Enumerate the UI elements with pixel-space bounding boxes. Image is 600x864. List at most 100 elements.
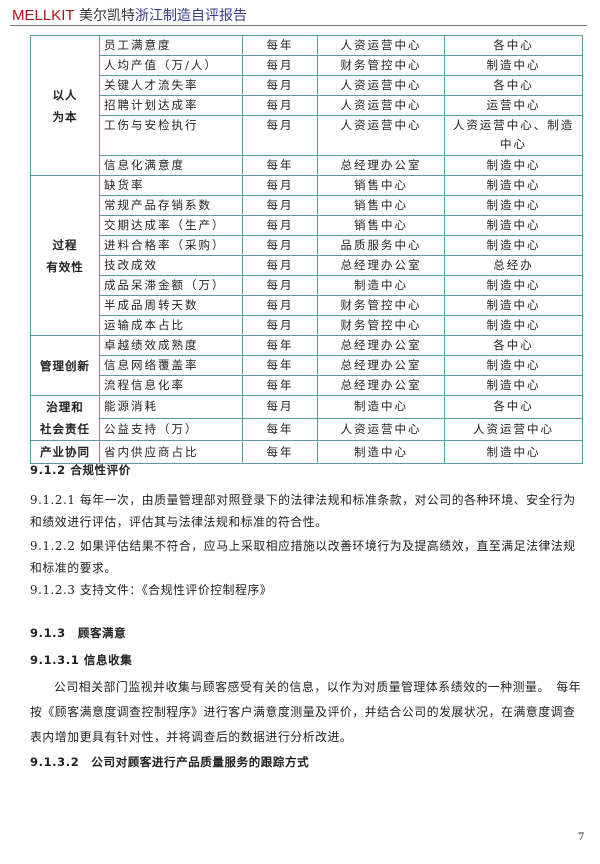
paragraph-9-1-3-1: 公司相关部门监视并收集与顾客感受有关的信息，以作为对质量管理体系绩效的一种测量。… [30, 680, 582, 744]
owner-cell: 总经理办公室 [317, 155, 445, 176]
indicator-cell: 公益支持（万） [99, 417, 243, 441]
responsible-cell: 总经办 [444, 255, 583, 276]
owner-cell: 制造中心 [317, 440, 445, 464]
table-row: 半成品周转天数 每月 财务管控中心 制造中心 [31, 295, 583, 316]
owner-cell: 财务管控中心 [317, 55, 445, 76]
table-row: 招聘计划达成率 每月 人资运营中心 运营中心 [31, 95, 583, 116]
table-row: 成品呆滞金额（万） 每月 制造中心 制造中心 [31, 275, 583, 296]
table-row: 过程 有效性 缺货率 每月 销售中心 制造中心 [30, 175, 583, 336]
table-row: 人均产值（万/人） 每月 财务管控中心 制造中心 [31, 55, 583, 76]
frequency-cell: 每年 [242, 375, 318, 396]
indicator-cell: 缺货率 [99, 175, 243, 196]
responsible-cell: 制造中心 [444, 235, 583, 256]
indicator-cell: 信息化满意度 [99, 155, 243, 176]
indicator-cell: 员工满意度 [99, 35, 243, 56]
table-row: 工伤与安检执行 每月 人资运营中心 人资运营中心、制造中心 [31, 115, 583, 156]
responsible-cell: 制造中心 [444, 440, 583, 464]
owner-cell: 财务管控中心 [317, 295, 445, 316]
header-title-report: 浙江制造自评报告 [134, 8, 247, 24]
paragraph-9-1-2-2: 9.1.2.2 如果评估结果不符合，应马上采取相应措施以改善环境行为及提高绩效，… [30, 539, 576, 575]
category-cell: 过程 有效性 [30, 175, 100, 336]
responsible-cell: 制造中心 [444, 295, 583, 316]
responsible-cell: 人资运营中心、制造中心 [444, 115, 583, 156]
table-row: 常规产品存销系数 每月 销售中心 制造中心 [31, 195, 583, 216]
category-label: 社会责任 [40, 422, 90, 436]
kpi-table: 以人 为本 员工满意度 每年 人资运营中心 各中心 人均产值（万/人） 每月 财务管控中心 制造中… [30, 35, 583, 464]
owner-cell: 销售中心 [317, 195, 445, 216]
owner-cell: 财务管控中心 [317, 315, 445, 336]
owner-cell: 总经理办公室 [317, 335, 445, 356]
table-row: 公益支持（万） 每年 人资运营中心 人资运营中心 [31, 417, 583, 441]
responsible-cell: 制造中心 [444, 275, 583, 296]
category-label: 以人 [52, 87, 78, 102]
frequency-cell: 每月 [242, 315, 318, 336]
indicator-cell: 招聘计划达成率 [99, 95, 243, 116]
frequency-cell: 每月 [242, 235, 318, 256]
frequency-cell: 每月 [242, 275, 318, 296]
category-label: 有效性 [46, 259, 84, 274]
responsible-cell: 制造中心 [444, 315, 583, 336]
frequency-cell: 每月 [242, 295, 318, 316]
header-divider [10, 25, 587, 26]
category-label: 产业协同 [40, 445, 90, 459]
frequency-cell: 每月 [242, 55, 318, 76]
owner-cell: 人资运营中心 [317, 75, 445, 96]
indicator-cell: 卓越绩效成熟度 [99, 335, 243, 356]
table-row: 管理创新 卓越绩效成熟度 每年 总经理办公室 各中心 [30, 335, 583, 396]
owner-cell: 品质服务中心 [317, 235, 445, 256]
frequency-cell: 每年 [242, 335, 318, 356]
indicator-cell: 半成品周转天数 [99, 295, 243, 316]
responsible-cell: 制造中心 [444, 55, 583, 76]
responsible-cell: 人资运营中心 [444, 417, 583, 441]
table-row: 运输成本占比 每月 财务管控中心 制造中心 [31, 315, 583, 336]
heading-9-1-3: 9.1.3 顾客满意 [30, 626, 127, 640]
responsible-cell: 制造中心 [444, 355, 583, 376]
paragraph-9-1-2-1: 9.1.2.1 每年一次，由质量管理部对照登录下的法律法规和标准条款，对公司的各… [30, 493, 576, 529]
category-label: 过程 [52, 237, 78, 252]
indicator-cell: 交期达成率（生产） [99, 215, 243, 236]
category-label: 为本 [52, 109, 78, 124]
responsible-cell: 各中心 [444, 335, 583, 356]
table-row: 信息网络覆盖率 每年 总经理办公室 制造中心 [31, 355, 583, 376]
owner-cell: 人资运营中心 [317, 95, 445, 116]
indicator-cell: 进料合格率（采购） [99, 235, 243, 256]
table-row: 进料合格率（采购） 每月 品质服务中心 制造中心 [31, 235, 583, 256]
indicator-cell: 工伤与安检执行 [99, 115, 243, 156]
indicator-cell: 信息网络覆盖率 [99, 355, 243, 376]
responsible-cell: 各中心 [444, 75, 583, 96]
category-cell: 管理创新 [30, 335, 100, 396]
indicator-cell: 运输成本占比 [99, 315, 243, 336]
table-row: 技改成效 每月 总经理办公室 总经办 [31, 255, 583, 276]
frequency-cell: 每年 [242, 417, 318, 441]
category-label: 管理创新 [40, 358, 90, 373]
category-cell: 产业协同 [30, 440, 100, 464]
owner-cell: 总经理办公室 [317, 355, 445, 376]
responsible-cell: 制造中心 [444, 175, 583, 196]
owner-cell: 人资运营中心 [317, 417, 445, 441]
table-row: 以人 为本 员工满意度 每年 人资运营中心 各中心 [30, 35, 583, 176]
paragraph-9-1-2-3: 9.1.2.3 支持文件：《合规性评价控制程序》 [30, 583, 273, 597]
responsible-cell: 制造中心 [444, 195, 583, 216]
table-row: 关键人才流失率 每月 人资运营中心 各中心 [31, 75, 583, 96]
frequency-cell: 每年 [242, 155, 318, 176]
category-cell: 以人 为本 [30, 35, 100, 176]
frequency-cell: 每月 [242, 195, 318, 216]
owner-cell: 总经理办公室 [317, 255, 445, 276]
indicator-cell: 常规产品存销系数 [99, 195, 243, 216]
owner-cell: 销售中心 [317, 215, 445, 236]
responsible-cell: 制造中心 [444, 375, 583, 396]
responsible-cell: 制造中心 [444, 155, 583, 176]
frequency-cell: 每月 [242, 115, 318, 156]
table-row: 产业协同 省内供应商占比 每年 制造中心 制造中心 [30, 440, 583, 464]
brand-logo: MELLKIT [12, 7, 75, 24]
indicator-cell: 省内供应商占比 [99, 440, 243, 464]
frequency-cell: 每月 [242, 395, 318, 419]
frequency-cell: 每年 [242, 355, 318, 376]
frequency-cell: 每月 [242, 95, 318, 116]
responsible-cell: 运营中心 [444, 95, 583, 116]
table-row: 流程信息化率 每年 总经理办公室 制造中心 [31, 375, 583, 396]
table-row: 信息化满意度 每年 总经理办公室 制造中心 [31, 155, 583, 176]
page-number: 7 [578, 832, 585, 843]
header-title-company: 美尔凯特 [78, 8, 135, 24]
indicator-cell: 技改成效 [99, 255, 243, 276]
